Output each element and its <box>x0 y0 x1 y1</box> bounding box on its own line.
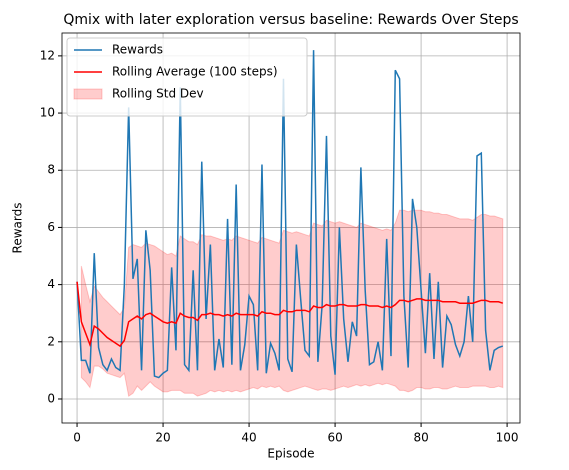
series-line <box>76 50 504 379</box>
x-tick-label: 20 <box>155 431 170 445</box>
plot-frame <box>61 32 521 424</box>
legend-label: Rolling Std Dev <box>112 87 204 101</box>
y-tick-label: 8 <box>47 163 55 177</box>
y-tick-label: 0 <box>47 391 55 405</box>
x-tick-label: 80 <box>413 431 428 445</box>
y-tick-label: 10 <box>40 106 55 120</box>
series-line <box>76 281 504 348</box>
legend-swatch <box>73 88 103 100</box>
x-tick-label: 60 <box>327 431 342 445</box>
legend-box <box>66 37 308 117</box>
x-tick-label: 0 <box>73 431 81 445</box>
chart-title: Qmix with later exploration versus basel… <box>63 12 518 28</box>
y-tick-label: 4 <box>47 277 55 291</box>
y-tick-label: 6 <box>47 220 55 234</box>
x-tick-label: 40 <box>241 431 256 445</box>
std-band <box>80 209 504 397</box>
x-axis-label: Episode <box>267 447 314 461</box>
legend: Rewards Rolling Average (100 steps) Rollin… <box>66 37 308 117</box>
legend-label: Rewards <box>112 43 163 57</box>
legend-label: Rolling Average (100 steps) <box>112 65 278 79</box>
y-axis-label: Rewards <box>11 203 25 254</box>
x-tick-label: 100 <box>496 431 519 445</box>
y-tick-label: 2 <box>47 334 55 348</box>
y-tick-label: 12 <box>40 48 55 62</box>
